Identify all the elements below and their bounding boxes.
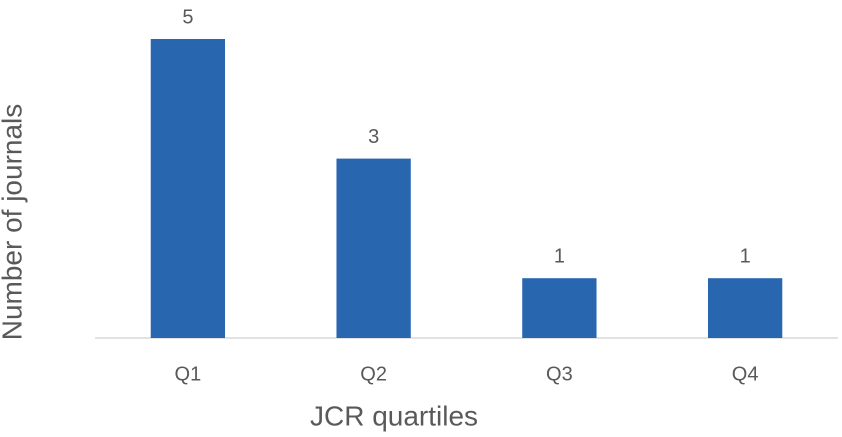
x-tick-label: Q4 (732, 363, 759, 385)
x-tick-label: Q1 (175, 363, 202, 385)
x-tick-label: Q2 (360, 363, 387, 385)
x-axis-title: JCR quartiles (310, 400, 478, 431)
bar (336, 158, 411, 338)
data-label: 1 (554, 245, 565, 267)
x-tick-label: Q3 (546, 363, 573, 385)
bar (707, 278, 783, 338)
data-label: 3 (368, 126, 379, 148)
y-axis-title: Number of journals (0, 104, 27, 341)
bar (522, 278, 597, 338)
bar (150, 39, 226, 338)
data-label: 5 (182, 6, 193, 28)
data-label: 1 (740, 245, 751, 267)
